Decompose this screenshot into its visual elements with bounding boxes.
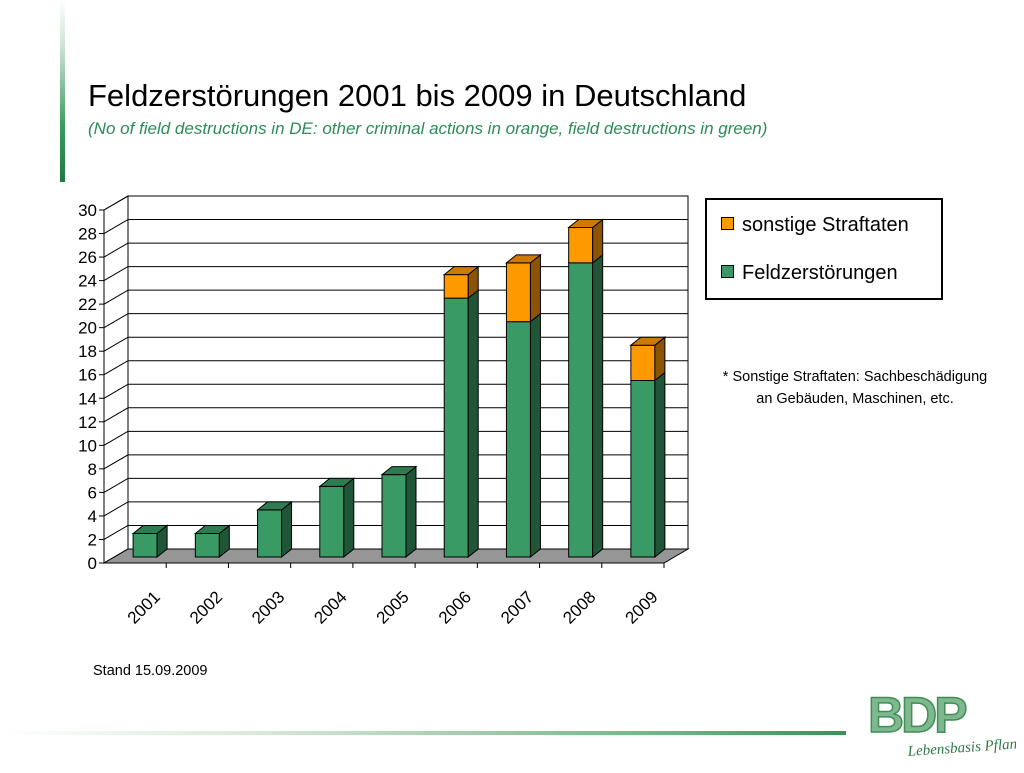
gridline-side [103,336,129,352]
y-tick-label: 18 [78,342,97,361]
x-tick-label: 2002 [186,587,226,627]
y-tick-label: 10 [78,436,97,455]
bar-side [654,371,666,559]
gridline-side [103,525,129,540]
bar-top [629,336,667,346]
legend-label-feldzerstoerungen: Feldzerstörungen [742,262,898,284]
y-tick-label: 0 [88,554,97,573]
bar-side [467,289,479,559]
bar-front [505,321,531,558]
bar-side [343,477,355,559]
bar-front [132,532,158,558]
gridline-side [103,407,129,423]
legend-item-sonstige: sonstige Straftaten [721,214,909,237]
bar-top [505,254,542,264]
bar-side [529,253,541,323]
chart-legend: sonstige Straftaten Feldzerstörungen [705,198,943,300]
x-tick-label: 2004 [310,587,350,627]
legend-swatch-orange [721,217,734,230]
bar-side [405,465,417,559]
legend-item-feldzerstoerungen: Feldzerstörungen [721,262,898,285]
bar-side [529,312,541,559]
y-tick-label: 2 [88,530,97,549]
bar-top [318,477,356,487]
bar-front [443,297,469,558]
y-tick-label: 26 [78,248,97,267]
footnote-line-1: * Sonstige Straftaten: Sachbeschädigung [722,369,988,385]
chart-subtitle: (No of field destructions in DE: other c… [88,119,768,138]
y-tick-label: 4 [88,507,97,526]
bar-top [256,501,293,511]
bar-top [380,466,418,476]
footer-line [0,731,846,735]
footnote: * Sonstige Straftaten: Sachbeschädigung … [694,366,1016,410]
bar-top [193,524,231,534]
chart-title: Feldzerstörungen 2001 bis 2009 in Deutsc… [88,78,747,113]
bar-front [257,509,283,558]
x-tick-label: 2003 [248,587,288,627]
side-wall [103,195,129,564]
y-tick-label: 16 [78,366,97,385]
y-tick-label: 30 [78,201,97,220]
gridline-side [103,313,129,329]
gridline-side [103,219,129,234]
y-tick-label: 20 [78,319,97,338]
y-tick-label: 6 [88,483,97,502]
y-tick-label: 12 [78,413,97,432]
x-tick-label: 2008 [559,587,599,627]
gridline-side [103,430,129,446]
bar-front [319,485,345,558]
x-tick-label: 2007 [497,587,537,627]
gridline-side [103,477,129,493]
gridline-side [103,195,129,211]
bar-side [592,253,604,559]
bar-front [381,474,407,558]
y-tick-label: 14 [78,389,97,408]
title-accent-line [60,0,65,182]
y-tick-label: 8 [88,460,97,479]
gridline-side [103,360,129,376]
x-tick-label: 2001 [124,587,164,627]
gridline-side [103,266,129,282]
bar-front [568,227,594,264]
y-tick-label: 24 [78,272,97,291]
x-tick-label: 2005 [373,587,413,627]
bar-front [630,380,656,558]
date-stamp: Stand 15.09.2009 [93,663,208,679]
logo-mark: BDP [868,688,966,743]
gridline-side [103,383,129,399]
footnote-line-2: an Gebäuden, Maschinen, etc. [756,391,954,407]
legend-label-sonstige: sonstige Straftaten [742,214,909,236]
bar-front [505,262,531,323]
bar-top [567,219,605,229]
gridline-side [103,454,129,470]
x-tick-label: 2009 [622,587,662,627]
gridline-side [103,289,129,305]
y-tick-label: 28 [78,225,97,244]
bar-side [281,500,293,559]
legend-swatch-green [721,265,734,278]
gridline-side [103,501,129,517]
bar-front [630,344,656,382]
bdp-logo: BDP Lebensbasis Pflanze [867,688,1016,760]
bar-top [442,266,480,276]
bar-top [131,524,169,534]
gridline-side [103,242,129,258]
bar-front [443,274,469,299]
bar-front [194,532,220,558]
x-tick-label: 2006 [435,587,475,627]
y-tick-label: 22 [78,295,97,314]
bar-front [568,262,594,558]
